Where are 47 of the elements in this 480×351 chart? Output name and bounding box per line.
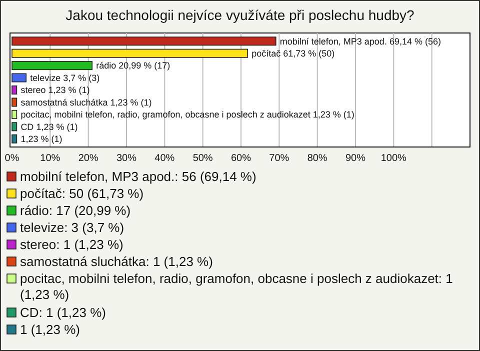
y-tick-label: pocitac, mobilni telefon, radio, gramofon, obcasne i poslech z audiokazet [20,110,311,120]
bar [12,98,18,107]
text: samostatná sluchátka: 1 (1,23 %) [20,254,213,269]
y-tick-label: stereo [20,85,46,96]
text: 1 (1,23 %) [20,322,80,337]
bar [12,73,27,82]
bar [12,85,18,95]
x-tick-label: 20% [78,153,98,164]
bar [12,122,18,132]
text: televize: 3 (3,7 %) [20,220,124,235]
x-tick-label: 0% [4,153,20,164]
text: 1,23 % (1) [110,97,152,108]
text: stereo: 1 (1,23 %) [20,237,124,252]
chart-title: Jakou technologii nejvíce využíváte při poslechu hudby? [66,7,415,23]
text: rádio: 17 (20,99 %) [20,203,131,218]
y-tick-label: samostatná sluchátka [20,97,108,108]
x-tick-label: 60% [230,153,252,164]
x-tick-label: 70% [269,153,290,164]
x-tick-label: 40% [154,153,175,164]
x-tick-label: 100% [380,153,407,164]
y-tick-label: televize [30,72,61,83]
x-tick-label: 30% [116,153,137,164]
bar [12,36,276,46]
text: 69,14 % (56) [389,36,441,46]
text: 3,7 % (3) [63,72,100,83]
y-tick-label: CD [20,122,34,132]
bar [12,48,248,58]
text: pocitac, mobilni telefon, radio, gramofon, obcasne i poslech z audiokazet: 1 (1,23 %) [20,271,453,302]
x-tick-label: 10% [40,153,60,164]
y-tick-label: rádio [96,60,116,71]
bar [12,61,93,70]
x-tick-label: 80% [307,153,328,164]
text: 1,23 % (1) [312,110,354,120]
text: 1,23 % (1) [48,85,90,96]
data-label: 1,23 % (1) [20,134,62,144]
bar [12,134,18,144]
x-tick-label: 90% [345,153,366,164]
text: 61,73 % (50) [283,48,335,58]
y-tick-label: mobilní telefon, MP3 apod. [280,36,387,46]
text: počítač: 50 (61,73 %) [20,186,144,201]
text: 20,99 % (17) [118,60,170,71]
y-tick-label: počítač [252,48,282,58]
text: CD: 1 (1,23 %) [20,305,106,320]
text: mobilní telefon, MP3 apod.: 56 (69,14 %) [20,169,256,184]
x-tick-label: 50% [192,153,213,164]
bar [12,110,18,119]
text: 1,23 % (1) [36,122,78,132]
